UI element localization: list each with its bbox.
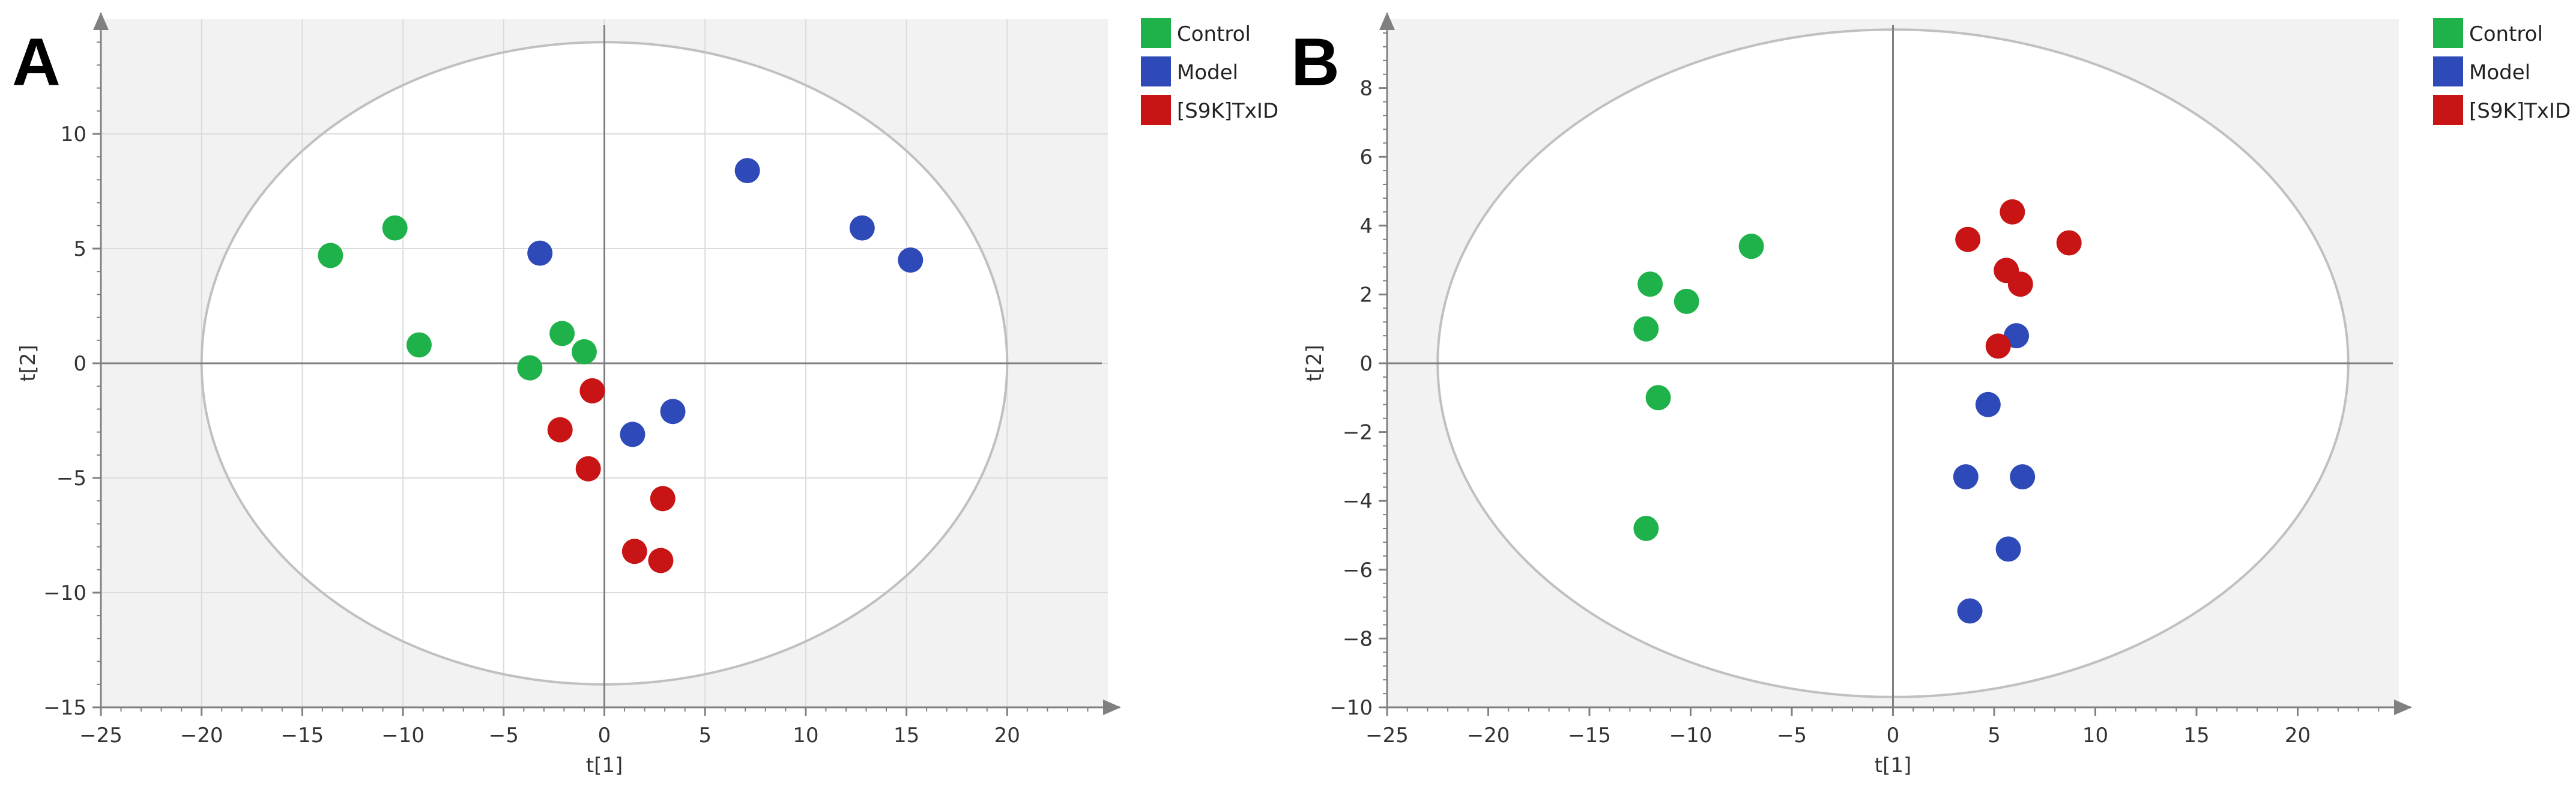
y-tick-label: −6 — [1343, 558, 1373, 582]
point-control — [406, 332, 432, 358]
point-model — [620, 422, 646, 447]
point-control — [517, 355, 543, 381]
point-control — [1633, 316, 1659, 342]
point-s9k-txid — [1955, 226, 1981, 252]
legend-swatch-model — [1141, 56, 1171, 86]
point-s9k-txid — [2000, 199, 2025, 225]
point-model — [849, 215, 875, 241]
legend-swatch-s9k-txid — [1141, 95, 1171, 125]
y-axis-label: t[2] — [1302, 345, 1326, 382]
point-model — [1975, 391, 2001, 417]
point-s9k-txid — [575, 456, 601, 482]
point-control — [1645, 385, 1671, 411]
x-axis-arrow-icon — [2394, 700, 2412, 715]
legend-swatch-control — [1141, 18, 1171, 48]
y-tick-label: 5 — [73, 237, 86, 261]
y-tick-label: −5 — [56, 467, 86, 491]
y-tick-label: 10 — [61, 122, 86, 147]
y-tick-label: −4 — [1343, 489, 1373, 513]
point-control — [318, 243, 343, 268]
x-axis-label: t[1] — [1875, 754, 1912, 778]
point-s9k-txid — [648, 548, 674, 573]
point-s9k-txid — [2007, 271, 2033, 297]
x-tick-label: −20 — [180, 724, 223, 748]
x-axis-arrow-icon — [1103, 700, 1121, 715]
x-tick-label: 20 — [2285, 724, 2311, 748]
panel-a-chart: A −25 −20 −15 −10 −5 0 5 10 15 20 −15 −10 −5 0 5 10 t[1] t… — [12, 12, 1278, 778]
point-control — [549, 321, 575, 346]
legend-label: [S9K]TxID — [1177, 99, 1278, 123]
x-tick-label: −10 — [381, 724, 425, 748]
y-axis-arrow-icon — [1379, 12, 1395, 30]
y-tick-label: −15 — [43, 696, 86, 720]
point-model — [1995, 536, 2021, 562]
x-tick-label: −5 — [1777, 724, 1807, 748]
panel-b-chart: B−25 −20 −15 −10 −5 0 5 10 15 20−10−8−6−4−202468t… — [1291, 12, 2571, 778]
legend-label: [S9K]TxID — [2469, 99, 2571, 123]
point-model — [1953, 464, 1979, 490]
point-s9k-txid — [547, 417, 573, 443]
x-tick-label: −25 — [1365, 724, 1409, 748]
x-tick-label: −20 — [1467, 724, 1510, 748]
y-tick-label: −10 — [1329, 696, 1373, 720]
y-tick-label: 6 — [1359, 145, 1373, 169]
point-model — [2010, 464, 2036, 490]
y-tick-label: 0 — [1359, 352, 1373, 376]
legend-swatch-s9k-txid — [2433, 95, 2463, 125]
x-tick-label: 5 — [1988, 724, 2001, 748]
panel-letter: B — [1291, 25, 1340, 100]
point-model — [527, 240, 553, 266]
x-tick-label: −25 — [79, 724, 122, 748]
x-tick-label: −5 — [489, 724, 519, 748]
legend-label: Control — [2469, 22, 2543, 46]
y-tick-label: 4 — [1359, 214, 1373, 238]
x-tick-label: −15 — [281, 724, 324, 748]
y-tick-label: 0 — [73, 352, 86, 376]
point-control — [1738, 234, 1764, 259]
point-control — [382, 215, 408, 241]
point-control — [1637, 271, 1663, 297]
legend-label: Model — [2469, 61, 2530, 85]
point-model — [734, 158, 760, 184]
point-control — [1673, 288, 1699, 314]
legend-swatch-control — [2433, 18, 2463, 48]
y-axis-label: t[2] — [16, 345, 40, 382]
x-tick-label: 0 — [598, 724, 611, 748]
y-tick-label: 8 — [1359, 77, 1373, 101]
y-tick-label: −2 — [1343, 421, 1373, 445]
x-tick-label: 15 — [893, 724, 919, 748]
x-tick-label: 15 — [2183, 724, 2209, 748]
y-tick-label: −8 — [1343, 627, 1373, 651]
panel-letter: A — [12, 25, 61, 100]
legend-label: Model — [1177, 61, 1238, 85]
point-s9k-txid — [579, 378, 605, 404]
point-control — [571, 339, 597, 364]
x-tick-label: 0 — [1887, 724, 1900, 748]
point-control — [1633, 516, 1659, 542]
point-model — [1957, 598, 1983, 624]
x-axis-label: t[1] — [586, 754, 623, 778]
point-s9k-txid — [1985, 333, 2011, 359]
x-tick-label: 10 — [793, 724, 818, 748]
point-s9k-txid — [621, 539, 647, 564]
point-model — [898, 247, 924, 273]
legend-swatch-model — [2433, 56, 2463, 86]
y-axis-arrow-icon — [93, 12, 109, 30]
point-s9k-txid — [650, 486, 676, 512]
x-tick-label: −10 — [1669, 724, 1713, 748]
y-tick-label: 2 — [1359, 283, 1373, 307]
x-tick-label: 10 — [2082, 724, 2108, 748]
point-model — [660, 399, 686, 425]
point-s9k-txid — [2056, 230, 2082, 256]
x-tick-label: −15 — [1568, 724, 1611, 748]
legend-label: Control — [1177, 22, 1251, 46]
x-tick-label: 5 — [698, 724, 712, 748]
x-tick-label: 20 — [994, 724, 1020, 748]
y-tick-label: −10 — [43, 581, 86, 605]
